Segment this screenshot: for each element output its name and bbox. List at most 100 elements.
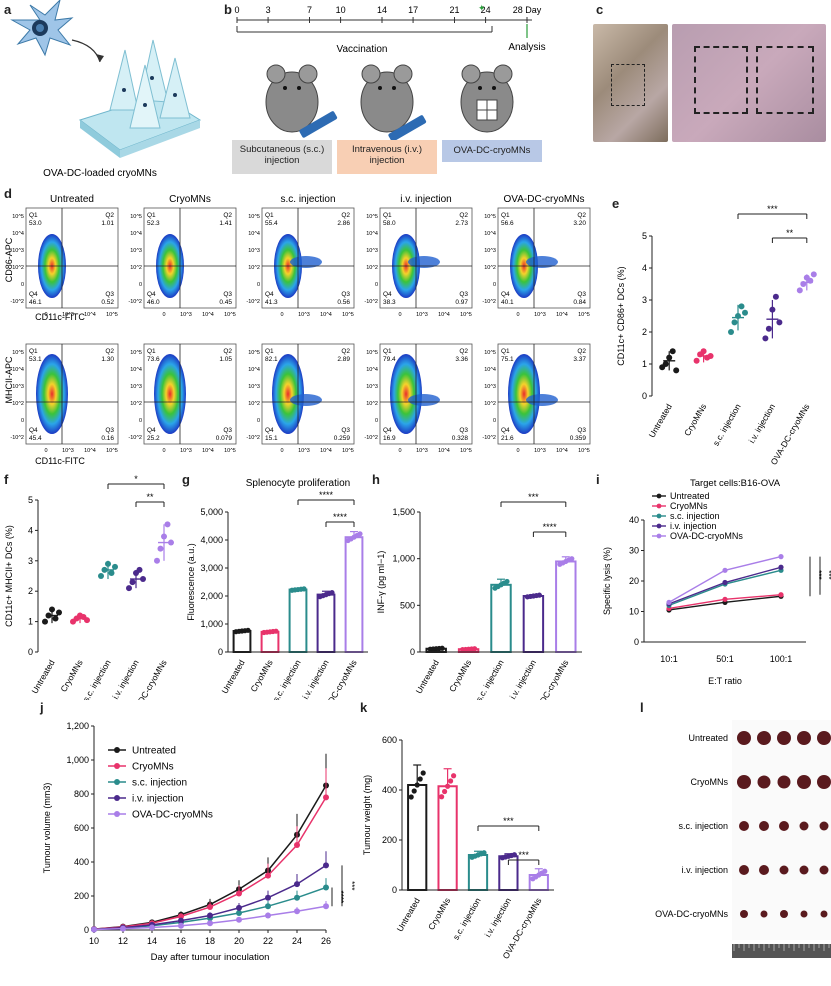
flow-ytick-label: 10^3: [248, 248, 260, 254]
significance-label: ***: [528, 492, 539, 502]
y-tick-label: 5,000: [200, 507, 223, 517]
patch-region-outline-2: [756, 46, 814, 114]
flow-ytick-label: -10^2: [482, 299, 496, 305]
q4-value: 16.9: [383, 435, 396, 442]
q3-label: Q3: [341, 427, 350, 434]
q3-value: 0.359: [570, 435, 587, 442]
panel-label-h: h: [372, 472, 380, 487]
series-point: [323, 862, 329, 869]
data-point: [126, 585, 132, 592]
data-point: [154, 557, 160, 564]
x-category-label: i.v. injection: [110, 658, 141, 700]
data-point: [439, 794, 445, 800]
tumour: [779, 821, 789, 831]
y-tick-label: 1,000: [200, 619, 223, 629]
flow-xtick-label: 10^4: [202, 312, 214, 318]
flow-xtick-label: 10^4: [438, 312, 450, 318]
flow-ytick-label: 10^3: [484, 248, 496, 254]
q2-value: 2.89: [337, 356, 350, 363]
flow-ytick-label: 10^4: [248, 231, 260, 237]
series-point: [236, 904, 242, 911]
data-point: [301, 586, 307, 592]
analysis-label: Analysis: [508, 42, 545, 53]
flow-ytick-label: 10^5: [366, 214, 378, 220]
y-tick-label: 1,200: [66, 721, 89, 731]
data-point: [796, 287, 803, 294]
q3-label: Q3: [105, 291, 114, 298]
q4-value: 41.3: [265, 299, 278, 306]
series-point: [323, 794, 329, 801]
flow-xtick-label: 10^4: [556, 312, 568, 318]
significance-label: **: [786, 228, 794, 238]
x-tick-label: 20: [234, 936, 244, 946]
q1-label: Q1: [265, 348, 274, 355]
series-point: [207, 912, 213, 919]
data-point: [772, 293, 779, 300]
flow-xtick-label: 10^5: [106, 312, 118, 318]
q2-label: Q2: [341, 348, 350, 355]
y-tick-label: 20: [629, 576, 639, 586]
panel-d-flow-cytometry: CD86-APC MHCII-APC CD11c-FITC CD11c-FITC…: [4, 194, 591, 466]
chart-title: Target cells:B16-OVA: [690, 478, 781, 489]
timeline-day-label: 3: [266, 5, 271, 15]
data-point: [329, 589, 335, 596]
chart-title: Splenocyte proliferation: [246, 478, 351, 489]
x-tick-label: 16: [176, 936, 186, 946]
flow-xtick-label: 0: [44, 448, 47, 454]
panel-label-g: g: [182, 472, 190, 487]
timeline-day-label: 14: [377, 5, 387, 15]
flow-xtick-label: 10^5: [460, 312, 472, 318]
data-point: [411, 788, 417, 794]
tumour: [757, 731, 771, 745]
flow-ytick-label: 10^4: [12, 231, 24, 237]
series-point: [778, 592, 784, 598]
data-point: [439, 645, 445, 651]
data-point: [481, 850, 487, 856]
tumour: [777, 731, 791, 745]
flow-density-cloud: [508, 354, 540, 434]
group-sc-label: Subcutaneous (s.c.) injection: [239, 144, 325, 166]
flow-plot-frame: [379, 343, 473, 445]
data-point: [157, 545, 164, 552]
q2-value: 1.05: [219, 356, 232, 363]
y-tick-label: 2: [642, 327, 647, 337]
y-tick-label: 1,000: [66, 755, 89, 765]
q1-label: Q1: [383, 212, 392, 219]
q4-value: 46.0: [147, 299, 160, 306]
q1-label: Q1: [265, 212, 274, 219]
flow-ytick-label: 10^2: [248, 265, 260, 271]
flow-ytick-label: 10^5: [248, 350, 260, 356]
q4-value: 21.6: [501, 435, 514, 442]
data-point: [800, 281, 807, 287]
series-point: [323, 884, 329, 891]
flow-ytick-label: -10^2: [10, 299, 24, 305]
data-point: [45, 612, 52, 619]
q1-value: 53.1: [29, 356, 42, 363]
data-point: [693, 357, 700, 364]
tumour-row-label: s.c. injection: [678, 821, 728, 831]
q1-label: Q1: [147, 212, 156, 219]
series-point: [236, 910, 242, 916]
microneedle-patch-icon: [78, 39, 202, 158]
series-point: [294, 894, 300, 901]
y-tick-label: 600: [74, 823, 89, 833]
q1-label: Q1: [147, 348, 156, 355]
data-point: [662, 361, 669, 367]
x-tick-label: 24: [292, 936, 302, 946]
q4-label: Q4: [147, 291, 156, 298]
significance-label: ****: [333, 512, 348, 522]
series-point: [236, 890, 242, 897]
y-tick-label: 500: [400, 600, 415, 610]
flow-xtick-label: 10^5: [342, 312, 354, 318]
tumour: [780, 910, 788, 918]
flow-ytick-label: 10^4: [484, 231, 496, 237]
q1-label: Q1: [383, 348, 392, 355]
q3-value: 0.84: [573, 299, 586, 306]
data-point: [735, 313, 741, 319]
series-point: [207, 920, 213, 927]
q4-label: Q4: [383, 427, 392, 434]
x-category-label: s.c. injection: [711, 402, 743, 448]
tumour: [757, 775, 771, 789]
flow-ytick-label: 10^2: [366, 401, 378, 407]
flow-xtick-label: 10^3: [62, 312, 74, 318]
